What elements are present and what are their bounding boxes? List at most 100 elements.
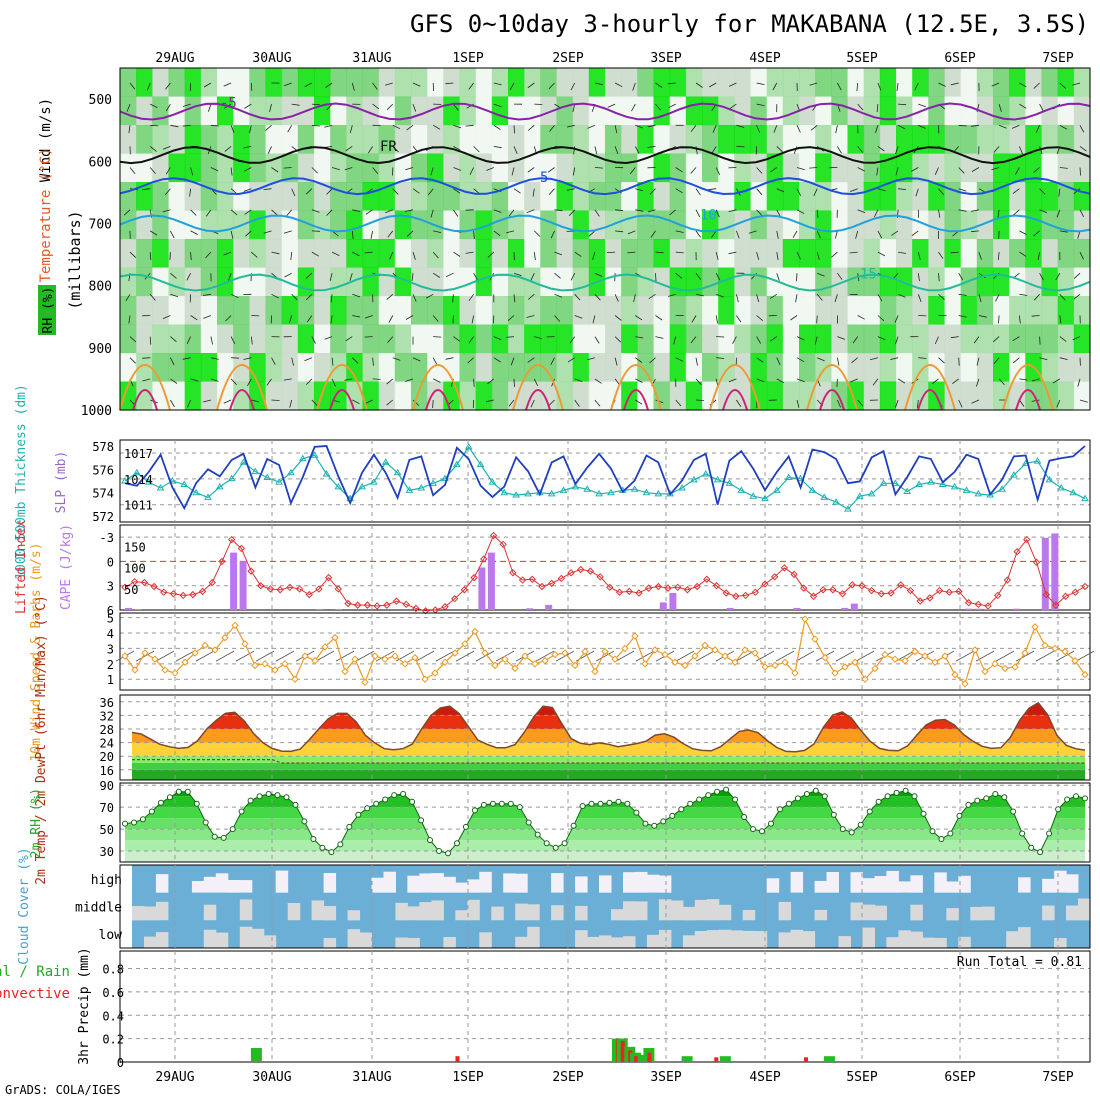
wind-barb bbox=[614, 315, 622, 321]
dewpt-band bbox=[132, 763, 1085, 770]
rh-shading-cell bbox=[815, 210, 832, 240]
wind-barb bbox=[235, 650, 255, 662]
cloud-cell bbox=[203, 904, 217, 921]
wind-barb bbox=[627, 230, 636, 235]
wind-barb bbox=[129, 82, 136, 90]
rh-shading-cell bbox=[1041, 239, 1059, 269]
wind-barb bbox=[918, 357, 927, 359]
lifted-index-marker bbox=[1071, 588, 1080, 596]
date-label-bottom: 6SEP bbox=[944, 1070, 975, 1085]
rh-shading-cell bbox=[702, 96, 719, 126]
cloud-cell bbox=[287, 903, 301, 921]
rh-shading-cell bbox=[184, 296, 202, 326]
rh-shading-cell bbox=[847, 182, 865, 212]
wind-barb bbox=[433, 230, 442, 233]
rh-shading-cell bbox=[718, 96, 735, 126]
lifted-index-marker bbox=[489, 531, 498, 540]
wind-barb bbox=[125, 294, 131, 302]
rh-shading-cell bbox=[734, 267, 752, 297]
cloud-cell bbox=[742, 910, 756, 921]
wind-barb bbox=[306, 315, 313, 323]
wind-barb bbox=[837, 82, 842, 91]
rh-shading-cell bbox=[702, 125, 719, 155]
rh-shading-cell bbox=[136, 239, 153, 269]
cloud-cell bbox=[1054, 938, 1067, 948]
lifted-index-marker bbox=[140, 578, 149, 587]
wind-speed-marker bbox=[411, 653, 419, 662]
rh-marker bbox=[516, 804, 523, 811]
cloud-cell bbox=[575, 905, 588, 921]
wind-barb bbox=[324, 124, 333, 128]
wind-speed-marker bbox=[971, 646, 979, 654]
rh-shading-cell bbox=[362, 353, 380, 383]
wind-barb bbox=[155, 650, 175, 662]
wind-barb bbox=[187, 399, 191, 408]
rh-shading-cell bbox=[362, 381, 380, 411]
rh-shading-cell bbox=[233, 381, 250, 411]
thickness-marker bbox=[239, 458, 248, 465]
wind-barb bbox=[526, 209, 535, 213]
rh-shading-cell bbox=[1009, 267, 1026, 297]
date-label-top: 5SEP bbox=[846, 51, 877, 66]
rh-marker bbox=[202, 819, 209, 826]
wind-barb bbox=[855, 230, 859, 239]
wind-barb bbox=[950, 251, 959, 254]
wind-barb bbox=[550, 357, 555, 365]
precip-total-bar bbox=[823, 1056, 835, 1062]
rh-shading-cell bbox=[976, 210, 994, 240]
rh-shading-cell bbox=[912, 296, 929, 326]
rh-shading-cell bbox=[588, 182, 606, 212]
rh-marker bbox=[229, 826, 236, 833]
cloud-cell bbox=[527, 926, 540, 948]
wind-barb bbox=[810, 124, 818, 131]
cloud-cell bbox=[646, 874, 660, 893]
rh-shading-cell bbox=[782, 296, 800, 326]
rh-shading-cell bbox=[314, 153, 331, 183]
cloud-cell bbox=[227, 880, 241, 893]
wind-barb bbox=[898, 251, 907, 254]
wind-barb bbox=[405, 209, 414, 212]
wind-barb bbox=[776, 378, 784, 384]
wind-barb bbox=[978, 251, 982, 260]
wind-barb bbox=[574, 399, 580, 407]
rh-shading-cell bbox=[621, 296, 638, 326]
rh-marker bbox=[920, 810, 927, 817]
rh-shading-cell bbox=[427, 182, 444, 212]
wind-barb bbox=[291, 294, 298, 301]
cloud-cell bbox=[826, 872, 839, 893]
rh-shading-cell bbox=[944, 353, 962, 383]
wind-barb bbox=[796, 273, 798, 282]
isotherm-line bbox=[119, 273, 1091, 292]
wind-barb bbox=[1012, 188, 1020, 194]
rh-shading-cell bbox=[669, 182, 687, 212]
wind-barb bbox=[509, 82, 515, 91]
cloud-cell bbox=[239, 880, 253, 893]
rh-shading-cell bbox=[346, 296, 364, 326]
wind-barb bbox=[324, 336, 333, 340]
isotherm-label: FR bbox=[380, 139, 397, 155]
rh-marker bbox=[543, 840, 550, 847]
rh-shading-cell bbox=[217, 324, 234, 354]
wind-barb bbox=[690, 336, 697, 344]
rh-marker bbox=[785, 800, 792, 807]
wind-barb bbox=[149, 167, 156, 174]
cloud-cell bbox=[311, 900, 325, 921]
cape-bar bbox=[965, 608, 973, 610]
wind-barb bbox=[1019, 82, 1027, 88]
wind-barb bbox=[918, 103, 926, 108]
wind-barb bbox=[146, 82, 151, 91]
thickness-marker bbox=[275, 478, 283, 485]
date-label-bottom: 31AUG bbox=[352, 1070, 391, 1085]
wind-barb bbox=[372, 103, 380, 110]
axis-tick-label: 900 bbox=[89, 342, 112, 357]
rh-shading-cell bbox=[200, 153, 218, 183]
isotherm-warm bbox=[216, 364, 268, 411]
ylabel-thickness: 1000-500mb Thickness (dm) bbox=[14, 384, 29, 580]
wind-barb bbox=[511, 167, 515, 176]
lifted-index-marker bbox=[1003, 576, 1012, 584]
ylabel-cape: CAPE (J/kg) bbox=[59, 524, 74, 610]
rh-shading-cell bbox=[1041, 296, 1059, 326]
cape-bar bbox=[659, 602, 667, 610]
rh-shading-cell bbox=[799, 296, 816, 326]
wind-barb bbox=[728, 378, 737, 383]
